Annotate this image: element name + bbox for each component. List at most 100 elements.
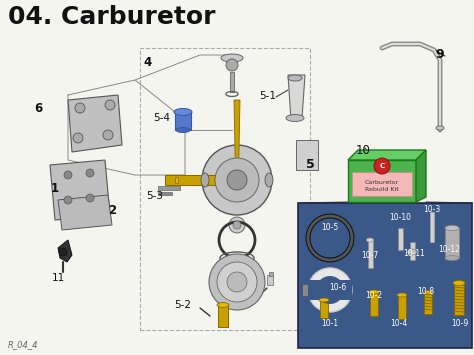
Ellipse shape (217, 302, 229, 307)
Text: Carburetor
Rebuild Kit: Carburetor Rebuild Kit (365, 180, 399, 192)
Circle shape (316, 276, 344, 304)
Bar (158, 186, 180, 190)
Text: 2: 2 (108, 203, 116, 217)
Circle shape (374, 158, 390, 174)
Bar (398, 228, 403, 250)
Bar (298, 203, 472, 348)
Polygon shape (234, 100, 240, 175)
Ellipse shape (445, 256, 459, 261)
Circle shape (75, 103, 85, 113)
Ellipse shape (319, 298, 329, 302)
Circle shape (229, 217, 245, 233)
Ellipse shape (445, 225, 459, 230)
Bar (140, 48, 310, 330)
Bar (430, 212, 434, 242)
Ellipse shape (366, 238, 374, 242)
Bar (158, 192, 172, 195)
Text: 10-4: 10-4 (391, 318, 408, 328)
Ellipse shape (453, 280, 465, 285)
Ellipse shape (176, 127, 190, 132)
Circle shape (59, 248, 67, 256)
Bar (165, 175, 215, 185)
Ellipse shape (436, 126, 444, 130)
Text: 10-3: 10-3 (423, 204, 441, 213)
Ellipse shape (288, 75, 302, 81)
Text: 10-9: 10-9 (451, 318, 469, 328)
Bar (296, 140, 318, 170)
Bar (368, 240, 373, 268)
Circle shape (308, 268, 352, 312)
Bar (308, 280, 352, 300)
Polygon shape (416, 150, 426, 202)
Circle shape (227, 272, 247, 292)
Circle shape (226, 59, 238, 71)
Text: 10-7: 10-7 (361, 251, 379, 260)
Ellipse shape (369, 290, 379, 294)
Bar (175, 112, 191, 130)
Circle shape (105, 100, 115, 110)
Bar (398, 295, 406, 319)
Circle shape (215, 158, 259, 202)
Polygon shape (58, 195, 112, 230)
Ellipse shape (408, 249, 417, 255)
Bar (445, 228, 459, 258)
Bar (320, 300, 328, 318)
Polygon shape (58, 240, 72, 262)
Text: 5-4: 5-4 (154, 113, 171, 123)
Bar (370, 292, 378, 316)
Bar (454, 283, 464, 315)
Bar (230, 72, 234, 92)
Polygon shape (288, 75, 305, 120)
Circle shape (227, 170, 247, 190)
Text: R_04_4: R_04_4 (8, 340, 38, 349)
Text: 5-2: 5-2 (174, 300, 191, 310)
Circle shape (233, 221, 241, 229)
Text: 10-1: 10-1 (321, 318, 338, 328)
Text: 11: 11 (51, 273, 64, 283)
Circle shape (209, 254, 265, 310)
Bar (410, 242, 415, 260)
Ellipse shape (286, 115, 304, 121)
Text: 1: 1 (51, 181, 59, 195)
Ellipse shape (174, 109, 192, 115)
Text: 10-6: 10-6 (329, 284, 346, 293)
Bar (424, 290, 432, 314)
Circle shape (86, 194, 94, 202)
Polygon shape (50, 160, 110, 220)
Circle shape (217, 262, 257, 302)
Text: 10-2: 10-2 (365, 290, 383, 300)
Ellipse shape (265, 173, 273, 187)
Polygon shape (68, 95, 122, 152)
Circle shape (73, 133, 83, 143)
Circle shape (202, 145, 272, 215)
Bar (175, 177, 178, 183)
Bar (302, 284, 310, 296)
Text: 10-12: 10-12 (438, 245, 460, 253)
Text: 10-8: 10-8 (418, 288, 435, 296)
Circle shape (86, 169, 94, 177)
Text: 04. Carburetor: 04. Carburetor (8, 5, 216, 29)
Polygon shape (348, 150, 426, 160)
Text: 5-1: 5-1 (259, 91, 276, 101)
Bar (218, 305, 228, 327)
Text: 4: 4 (144, 55, 152, 69)
Bar (269, 272, 273, 276)
Circle shape (64, 196, 72, 204)
Text: 10: 10 (356, 143, 371, 157)
Text: 6: 6 (34, 102, 42, 115)
Bar (267, 275, 273, 285)
Text: C: C (380, 163, 384, 169)
Circle shape (103, 130, 113, 140)
Text: 5: 5 (306, 158, 314, 171)
Text: 10-10: 10-10 (389, 213, 411, 223)
Text: 10-5: 10-5 (321, 224, 338, 233)
Text: 5-3: 5-3 (146, 191, 164, 201)
Ellipse shape (397, 293, 407, 297)
Polygon shape (348, 160, 416, 202)
Circle shape (64, 171, 72, 179)
Bar (352, 172, 412, 196)
Ellipse shape (221, 54, 243, 62)
Text: 9: 9 (436, 49, 444, 61)
Text: 10-11: 10-11 (403, 248, 425, 257)
Ellipse shape (201, 173, 209, 187)
